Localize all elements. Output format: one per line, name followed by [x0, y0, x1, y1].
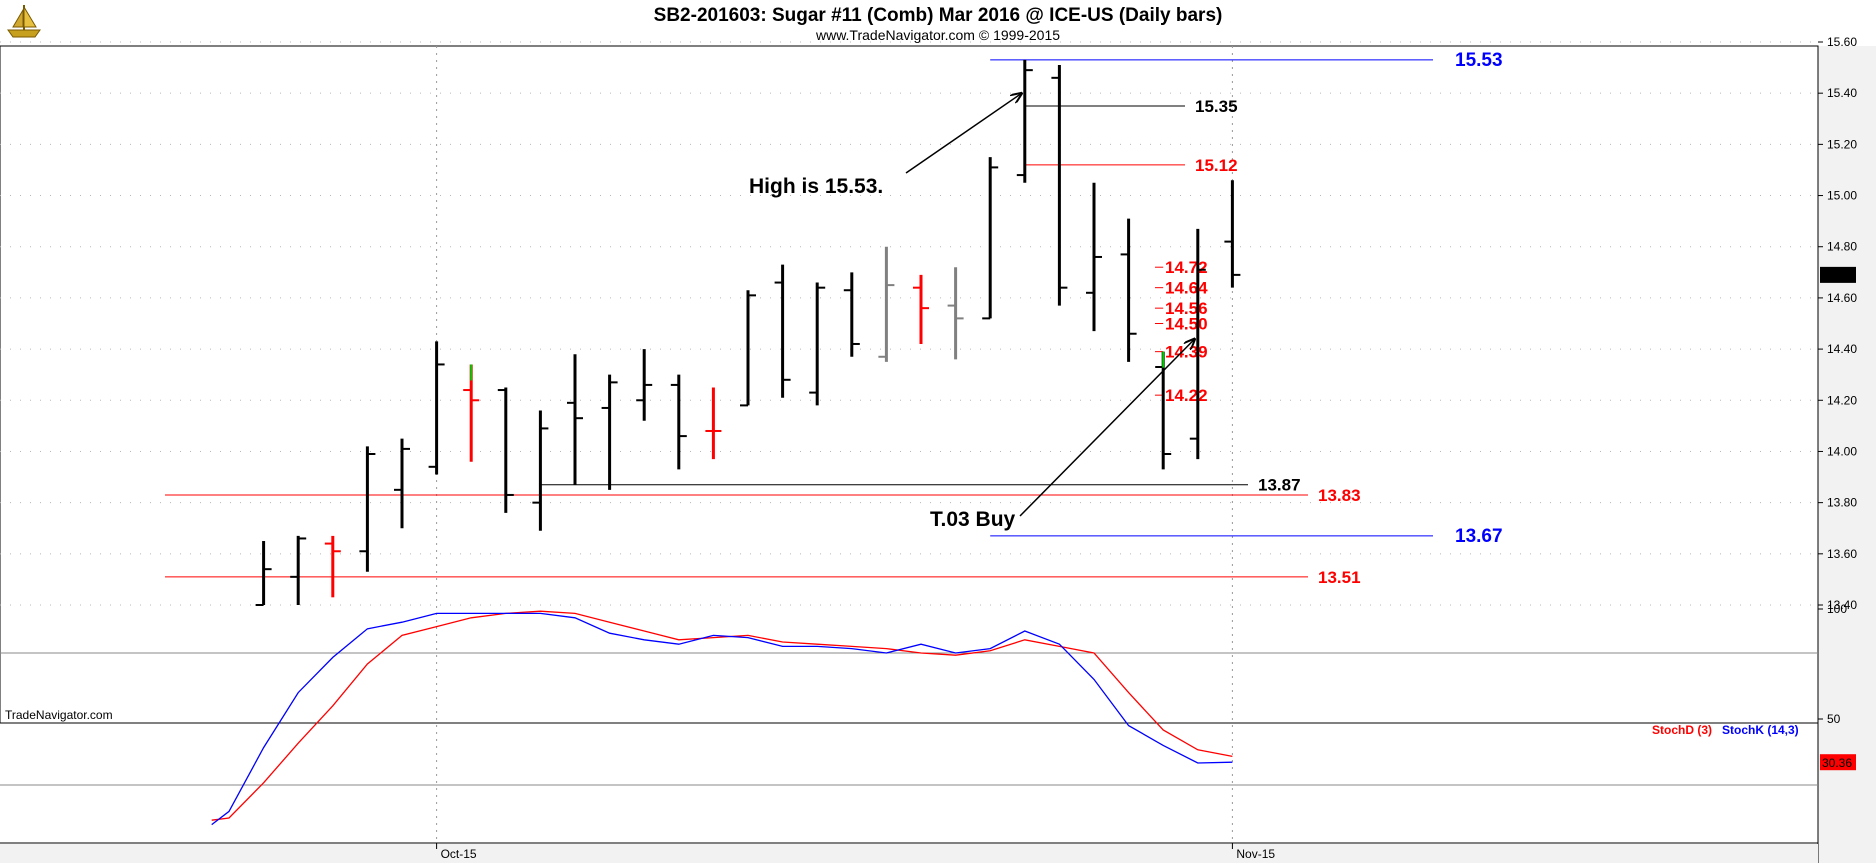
ohlc-bar: [394, 438, 410, 529]
chart-subtitle: www.TradeNavigator.com © 1999-2015: [815, 27, 1060, 43]
ohlc-bar: [1189, 228, 1206, 460]
level-label: 15.12: [1195, 156, 1238, 175]
ohlc-bar: [601, 374, 618, 490]
last-price-box: [1820, 266, 1856, 283]
price-tick-label: 14.00: [1827, 444, 1857, 458]
price-tick-label: 15.00: [1827, 189, 1857, 203]
level-label: 13.83: [1318, 486, 1361, 505]
ohlc-bars: [255, 59, 1241, 606]
price-tick-label: 14.60: [1827, 291, 1857, 305]
annotation-buy: T.03 Buy: [930, 508, 1016, 531]
ohlc-bar: [1086, 182, 1102, 332]
ohlc-bar: [1224, 180, 1241, 288]
stoch-legend-d: StochD (3): [1652, 723, 1712, 737]
ohlc-bar: [982, 157, 999, 320]
ohlc-bar: [497, 387, 514, 513]
price-tick-label: 14.20: [1827, 393, 1857, 407]
bottom-axis-area: [0, 844, 1818, 863]
ohlc-bar: [1016, 59, 1033, 183]
level-label: 14.64: [1165, 279, 1208, 298]
level-label: 15.35: [1195, 97, 1238, 116]
stoch-last-box: [1820, 754, 1856, 771]
stoch-last-label: 30.36: [1822, 756, 1852, 770]
ohlc-bar: [774, 264, 791, 398]
annotations: High is 15.53. T.03 Buy: [749, 93, 1195, 531]
level-label: 14.22: [1165, 386, 1208, 405]
ohlc-bar: [1051, 65, 1068, 306]
ohlc-bar: [705, 387, 722, 460]
ohlc-bar: [636, 349, 653, 421]
price-tick-label: 15.20: [1827, 137, 1857, 151]
ohlc-bar: [843, 272, 860, 357]
level-label: 15.53: [1455, 50, 1503, 71]
level-label: 13.51: [1318, 568, 1361, 587]
annotation-buy-arrow: [1019, 339, 1195, 517]
ohlc-bar: [878, 246, 895, 362]
ohlc-bar: [567, 354, 583, 485]
annotation-high-arrow: [905, 93, 1022, 174]
ohlc-bar: [463, 364, 480, 462]
annotation-high: High is 15.53.: [749, 175, 883, 198]
ohlc-bar: [255, 541, 272, 606]
price-tick-label: 14.40: [1827, 342, 1857, 356]
price-tick-label: 14.80: [1827, 240, 1857, 254]
level-label: 13.67: [1455, 526, 1503, 547]
chart-title: SB2-201603: Sugar #11 (Comb) Mar 2016 @ …: [654, 5, 1223, 26]
ohlc-bar: [324, 535, 341, 598]
ohlc-bar: [913, 274, 929, 344]
ohlc-bar: [532, 410, 549, 531]
ohlc-bar: [670, 374, 687, 470]
date-tick-label: Nov-15: [1236, 847, 1275, 861]
level-label: 14.72: [1165, 258, 1208, 277]
ohlc-bar: [359, 446, 376, 572]
ohlc-bar: [809, 282, 826, 406]
stoch-tick-label: 100: [1827, 602, 1847, 616]
ohlc-bar: [947, 267, 964, 360]
right-axis-area: [1818, 46, 1876, 863]
watermark: TradeNavigator.com: [5, 708, 113, 722]
level-label: 14.39: [1165, 343, 1208, 362]
sailing-ship-icon: [7, 5, 41, 38]
level-label: 14.50: [1165, 315, 1208, 334]
stoch-series-line: [211, 612, 1233, 826]
stoch-tick-label: 50: [1827, 712, 1841, 726]
price-tick-label: 15.60: [1827, 35, 1857, 49]
stoch-legend-k: StochK (14,3): [1722, 723, 1799, 737]
ohlc-bar: [290, 535, 307, 605]
last-price-label: 14.69: [1822, 269, 1852, 283]
ohlc-bar: [428, 341, 445, 475]
ohlc-bar: [740, 290, 756, 407]
price-tick-label: 13.80: [1827, 496, 1857, 510]
stochastic-panel: 100 50 StochD (3) StochK (14,3) 30.36: [0, 602, 1856, 826]
axes: 15.60 15.40 15.20 15.00 14.80 14.60 14.40 14.20…: [436, 35, 1857, 861]
price-panel: [0, 45, 1819, 724]
date-tick-label: Oct-15: [441, 847, 477, 861]
stoch-series-line: [211, 610, 1233, 821]
ohlc-bar: [1120, 218, 1137, 362]
level-label: 13.87: [1258, 476, 1301, 495]
price-tick-label: 13.40: [1827, 598, 1857, 612]
price-tick-label: 13.60: [1827, 547, 1857, 561]
price-tick-label: 15.40: [1827, 86, 1857, 100]
